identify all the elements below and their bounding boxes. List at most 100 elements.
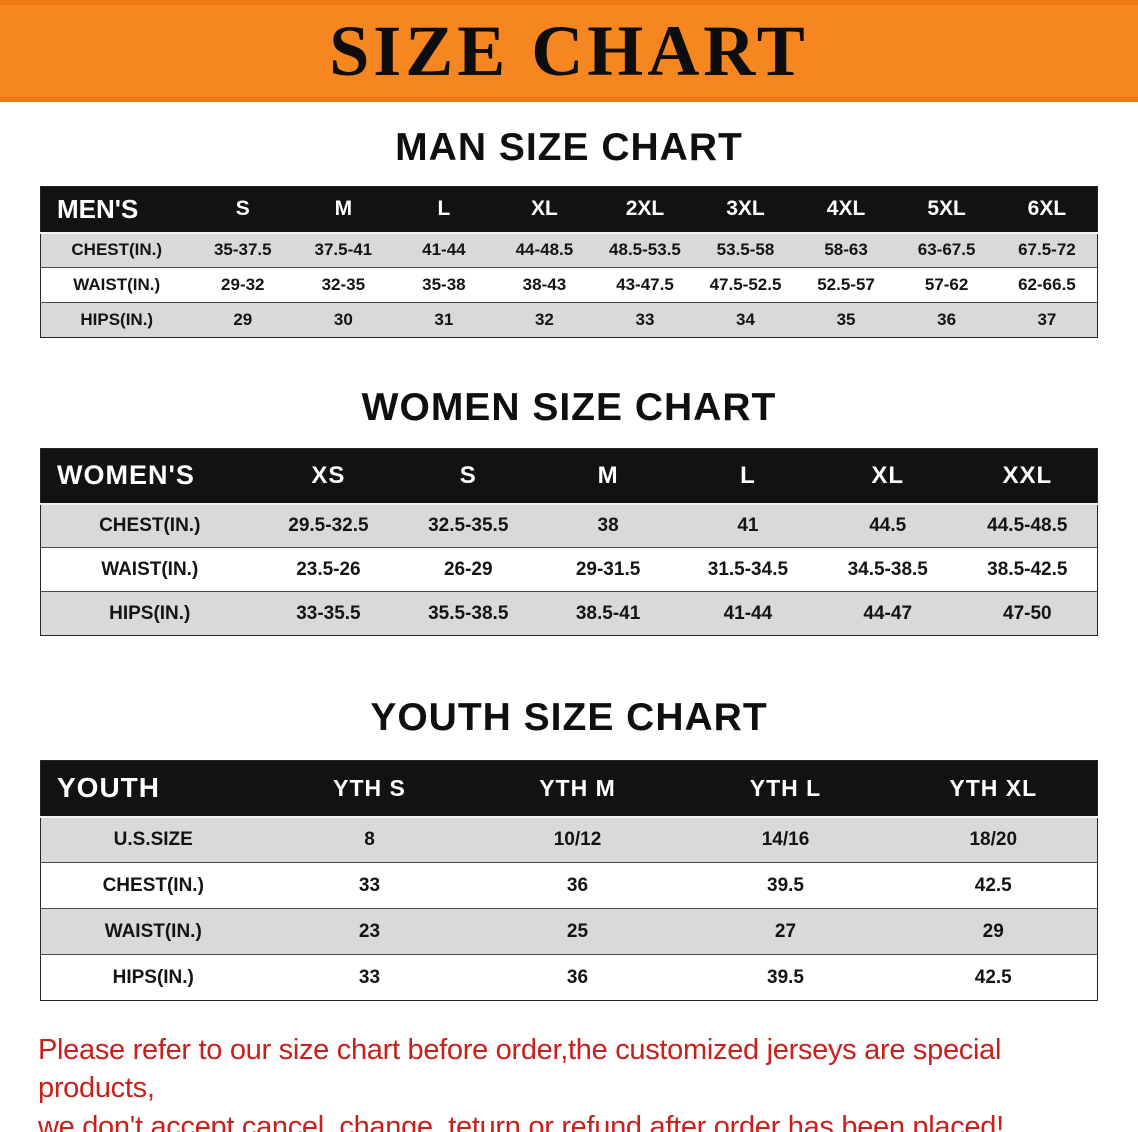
size-column-header: S bbox=[398, 448, 539, 505]
measurement-label: HIPS(IN.) bbox=[109, 602, 191, 624]
measurement-row: CHEST(IN.) 35-37.5 37.5-41 41-44 44-48.5 48.5… bbox=[40, 232, 1098, 268]
size-value: 33 bbox=[635, 310, 655, 329]
size-value: 32-35 bbox=[321, 275, 366, 294]
size-value: 39.5 bbox=[767, 966, 804, 988]
size-value: 31 bbox=[434, 310, 454, 329]
size-value: 35.5-38.5 bbox=[428, 602, 509, 624]
size-value: 29-31.5 bbox=[575, 558, 641, 580]
size-value: 44-47 bbox=[863, 602, 913, 624]
size-column-header: XS bbox=[258, 448, 399, 505]
size-value: 62-66.5 bbox=[1018, 275, 1076, 294]
size-value: 35-38 bbox=[422, 275, 466, 294]
order-notice: Please refer to our size chart before or… bbox=[38, 1031, 1100, 1132]
size-value: 34 bbox=[736, 310, 755, 329]
size-value: 36 bbox=[566, 874, 589, 896]
measurement-row: HIPS(IN.) 33 36 39.5 42.5 bbox=[40, 954, 1098, 1001]
size-value: 36 bbox=[937, 310, 957, 329]
measurement-label: CHEST(IN.) bbox=[99, 514, 201, 536]
size-value: 39.5 bbox=[767, 874, 804, 896]
size-column-header: XXL bbox=[957, 448, 1098, 505]
size-column-header: 6XL bbox=[996, 186, 1098, 234]
measurement-label: HIPS(IN.) bbox=[112, 966, 194, 988]
size-value: 33 bbox=[358, 874, 381, 896]
banner: SIZE CHART bbox=[0, 0, 1138, 102]
women-size-table: WOMEN'S XS S M L XL XXL CHEST(IN.) 29.5-32.5 32.5… bbox=[40, 448, 1098, 636]
measurement-label: U.S.SIZE bbox=[113, 828, 193, 850]
youth-section-heading: YOUTH SIZE CHART bbox=[370, 696, 768, 739]
size-value: 32 bbox=[534, 310, 554, 329]
size-value: 30 bbox=[333, 310, 353, 329]
notice-line-2: we don't accept cancel, change, teturn o… bbox=[38, 1110, 1004, 1132]
measurement-row: HIPS(IN.) 33-35.5 35.5-38.5 38.5-41 41-44 44-… bbox=[40, 591, 1098, 636]
size-value: 47.5-52.5 bbox=[709, 275, 782, 294]
size-column-header: YTH M bbox=[473, 760, 682, 818]
size-value: 38.5-41 bbox=[575, 602, 641, 624]
size-value: 48.5-53.5 bbox=[609, 240, 681, 260]
table-corner-label: MEN'S bbox=[40, 186, 193, 234]
size-value: 53.5-58 bbox=[716, 240, 775, 260]
size-value: 10/12 bbox=[553, 828, 602, 850]
man-size-section: MAN SIZE CHART MEN'S S M L XL 2XL 3XL 4XL 5XL 6XL… bbox=[0, 126, 1138, 338]
measurement-row: WAIST(IN.) 23 25 27 29 bbox=[40, 908, 1098, 955]
man-section-heading: MAN SIZE CHART bbox=[395, 126, 743, 169]
size-column-header: 3XL bbox=[695, 186, 796, 234]
size-column-header: YTH S bbox=[265, 760, 474, 818]
size-value: 37.5-41 bbox=[314, 240, 373, 260]
size-value: 29-32 bbox=[221, 275, 265, 294]
measurement-row: CHEST(IN.) 33 36 39.5 42.5 bbox=[40, 862, 1098, 909]
size-column-header: 2XL bbox=[594, 186, 696, 234]
size-value: 67.5-72 bbox=[1018, 240, 1076, 260]
size-column-header: S bbox=[192, 186, 294, 234]
size-column-header: L bbox=[677, 448, 818, 505]
size-value: 43-47.5 bbox=[616, 275, 674, 294]
women-section-heading: WOMEN SIZE CHART bbox=[361, 386, 777, 429]
size-column-header: 5XL bbox=[896, 186, 997, 234]
size-value: 29.5-32.5 bbox=[288, 514, 369, 536]
measurement-row: CHEST(IN.) 29.5-32.5 32.5-35.5 38 41 44.5 44.5… bbox=[40, 503, 1098, 548]
measurement-row: U.S.SIZE 8 10/12 14/16 18/20 bbox=[40, 816, 1098, 863]
size-value: 8 bbox=[364, 828, 375, 850]
notice-line-1: Please refer to our size chart before or… bbox=[38, 1034, 1002, 1105]
size-value: 63-67.5 bbox=[917, 240, 976, 260]
size-column-header: M bbox=[538, 448, 678, 505]
size-value: 23.5-26 bbox=[296, 558, 361, 580]
size-column-header: XL bbox=[494, 186, 595, 234]
measurement-label: WAIST(IN.) bbox=[73, 275, 161, 294]
measurement-label: CHEST(IN.) bbox=[102, 874, 204, 896]
women-size-section: WOMEN SIZE CHART WOMEN'S XS S M L XL XXL CHEST(… bbox=[0, 386, 1138, 636]
size-value: 38.5-42.5 bbox=[987, 558, 1068, 580]
size-value: 52.5-57 bbox=[817, 275, 875, 294]
size-value: 38 bbox=[597, 514, 619, 536]
size-value: 29 bbox=[233, 310, 253, 329]
size-value: 18/20 bbox=[969, 828, 1018, 850]
size-value: 58-63 bbox=[824, 240, 868, 260]
size-value: 33-35.5 bbox=[296, 602, 361, 624]
size-value: 38-43 bbox=[522, 275, 567, 294]
measurement-row: HIPS(IN.) 29 30 31 32 33 34 35 36 37 bbox=[40, 302, 1098, 338]
size-value: 31.5-34.5 bbox=[707, 558, 789, 580]
size-value: 33 bbox=[358, 966, 381, 988]
size-value: 36 bbox=[566, 966, 589, 988]
size-value: 57-62 bbox=[924, 275, 969, 294]
size-value: 41-44 bbox=[723, 602, 773, 624]
size-column-header: M bbox=[293, 186, 394, 234]
size-value: 44-48.5 bbox=[515, 240, 574, 260]
size-value: 35-37.5 bbox=[213, 240, 272, 260]
size-header-row: MEN'S S M L XL 2XL 3XL 4XL 5XL 6XL bbox=[40, 186, 1098, 234]
size-value: 47-50 bbox=[1003, 602, 1052, 624]
size-column-header: YTH L bbox=[681, 760, 890, 818]
size-charts: MAN SIZE CHART MEN'S S M L XL 2XL 3XL 4XL 5XL 6XL… bbox=[0, 126, 1138, 1001]
size-value: 42.5 bbox=[974, 874, 1012, 896]
measurement-label: HIPS(IN.) bbox=[80, 310, 154, 329]
size-value: 41-44 bbox=[422, 240, 466, 260]
measurement-label: WAIST(IN.) bbox=[104, 920, 202, 942]
measurement-row: WAIST(IN.) 29-32 32-35 35-38 38-43 43-47.5 47.… bbox=[40, 267, 1098, 303]
youth-size-section: YOUTH SIZE CHART YOUTH YTH S YTH M YTH L YTH… bbox=[0, 696, 1138, 1001]
size-value: 26-29 bbox=[443, 558, 493, 580]
size-value: 27 bbox=[774, 920, 797, 942]
size-column-header: L bbox=[393, 186, 495, 234]
youth-size-table: YOUTH YTH S YTH M YTH L YTH XL U.S.SIZE 8 10/12… bbox=[40, 760, 1098, 1001]
size-value: 14/16 bbox=[761, 828, 810, 850]
measurement-row: WAIST(IN.) 23.5-26 26-29 29-31.5 31.5-34.5 34… bbox=[40, 547, 1098, 592]
